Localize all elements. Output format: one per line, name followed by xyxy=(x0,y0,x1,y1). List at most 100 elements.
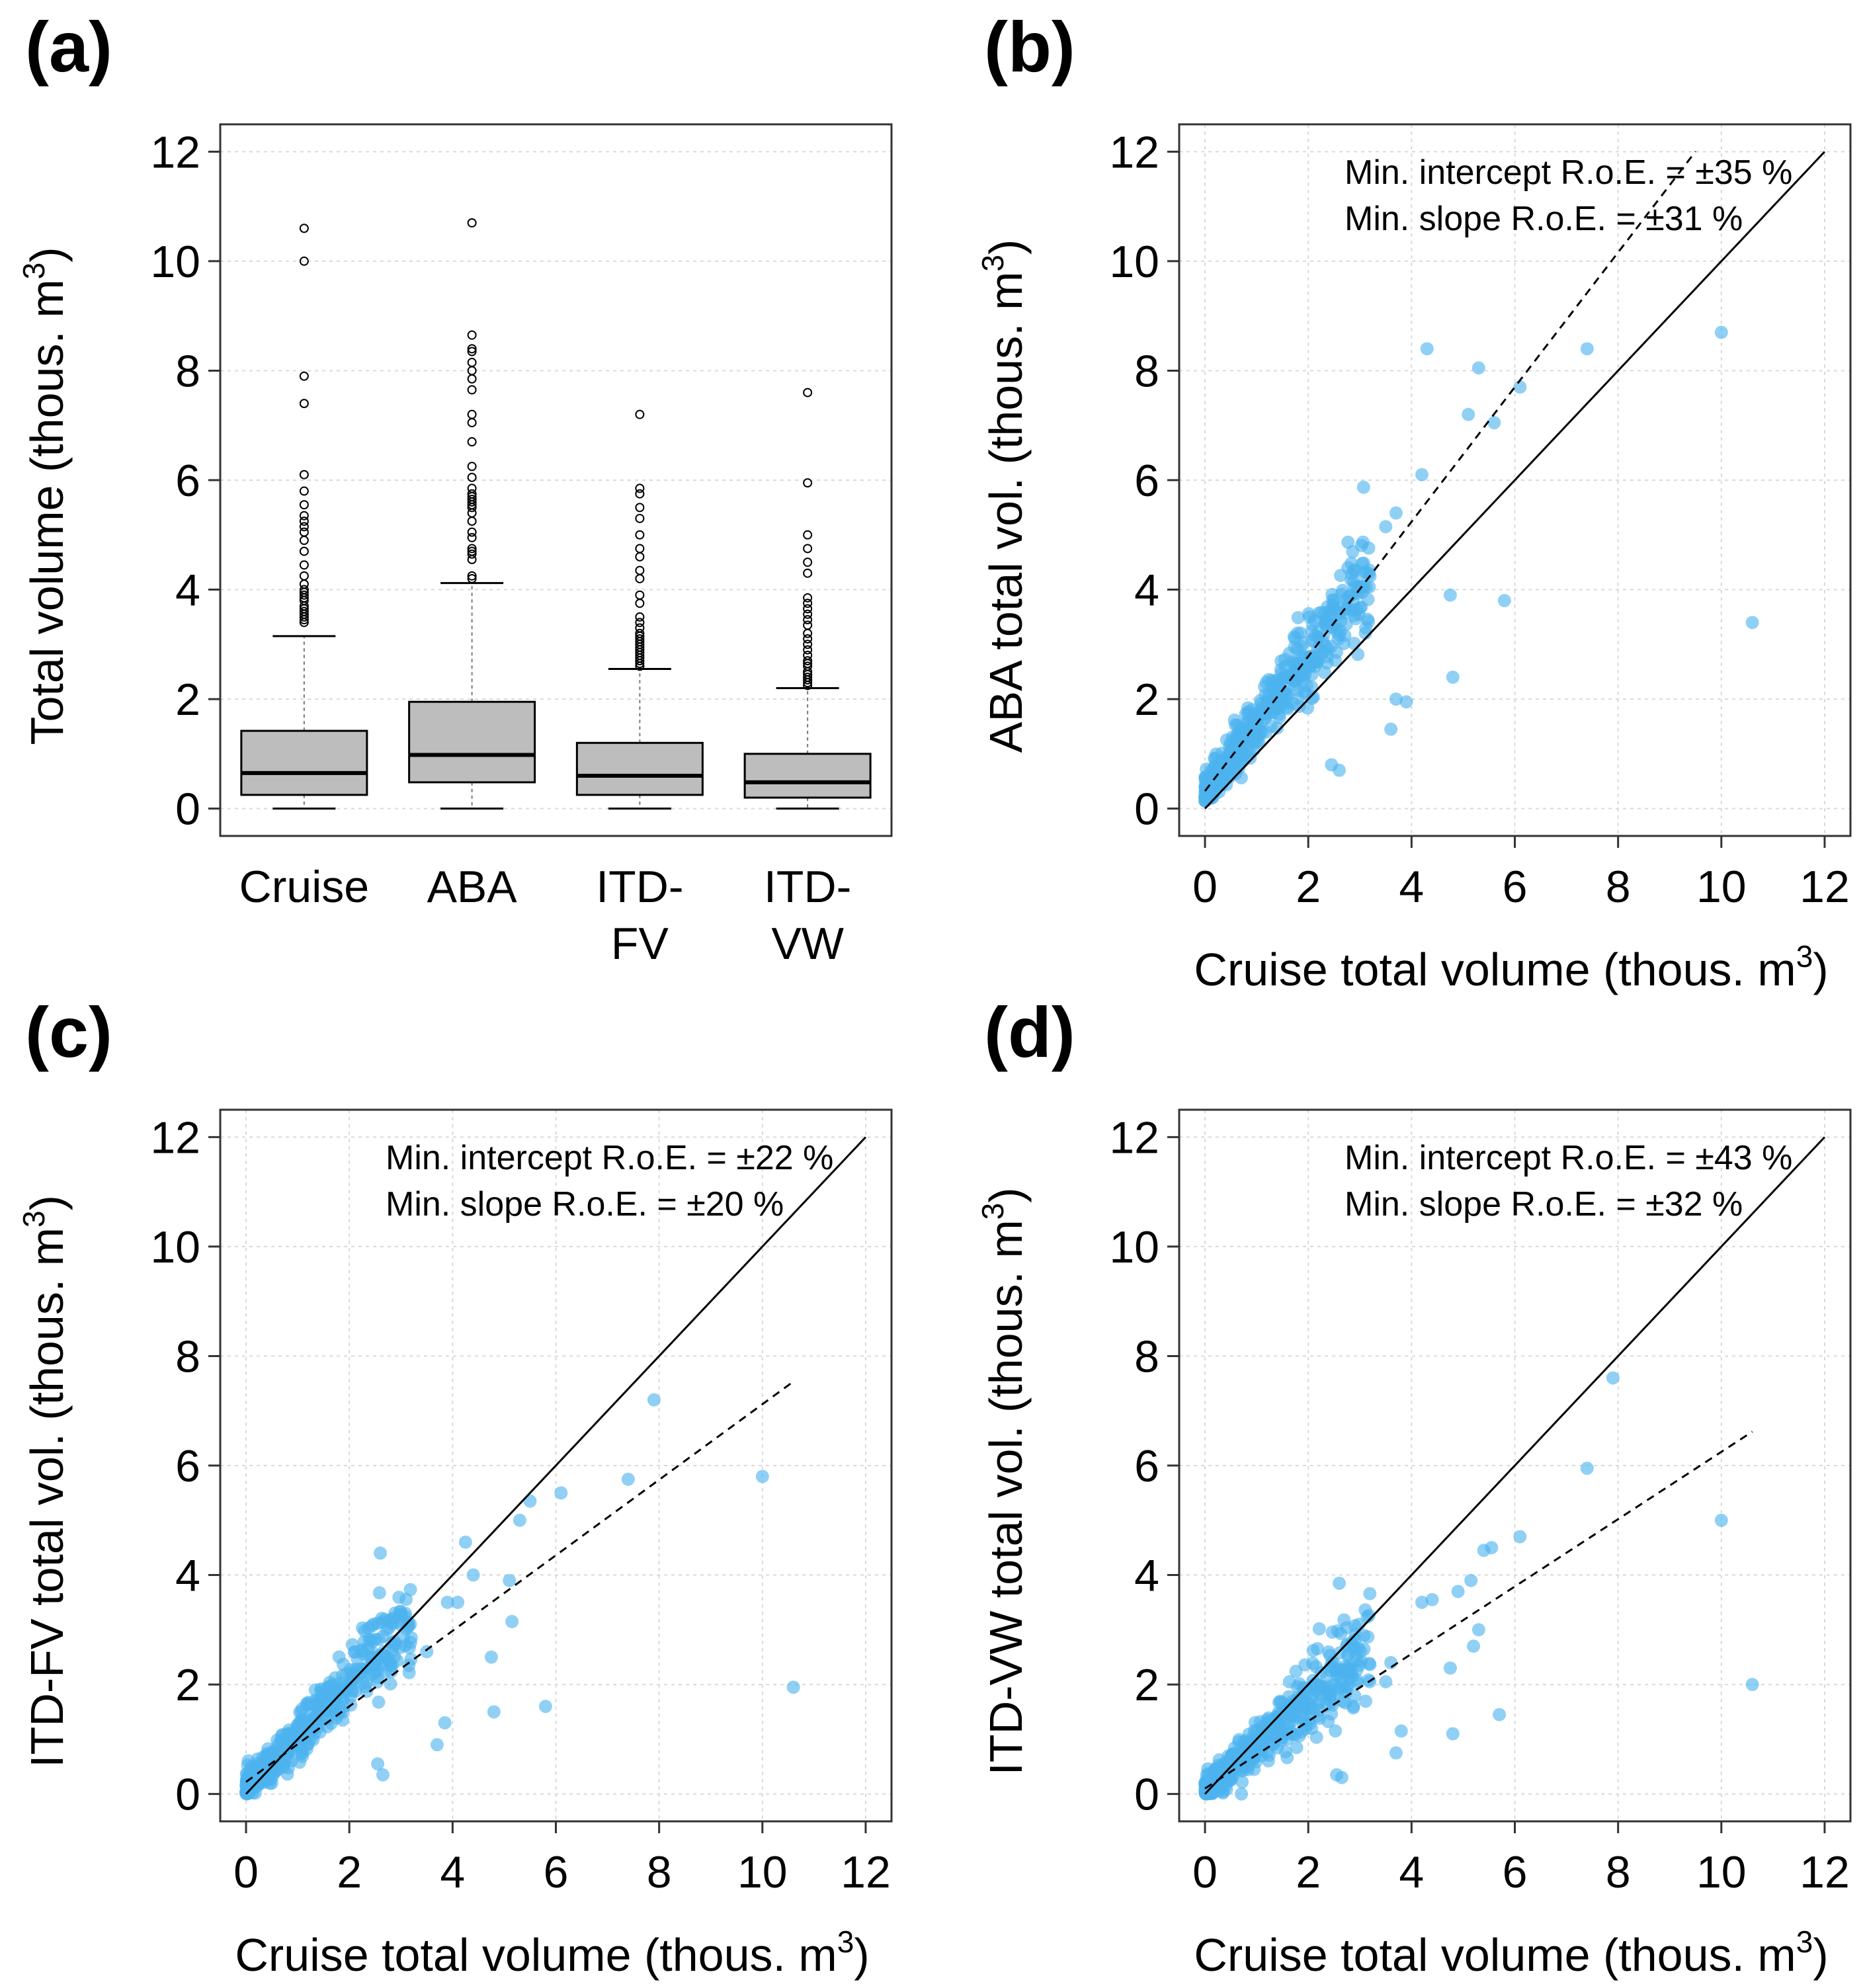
outlier-point xyxy=(299,511,309,520)
box-iqr xyxy=(575,741,704,796)
data-point xyxy=(1384,1655,1398,1669)
annotation-intercept: Min. intercept R.o.E. = ±43 % xyxy=(1345,1139,1792,1177)
outlier-point xyxy=(635,483,645,493)
outlier-point xyxy=(803,568,813,578)
data-point xyxy=(282,1761,296,1775)
data-point xyxy=(1239,1733,1253,1747)
data-point xyxy=(1270,721,1284,735)
x-tick-label: 4 xyxy=(440,1847,465,1897)
outlier-point xyxy=(803,672,813,682)
outlier-point xyxy=(299,470,309,479)
x-category-label: VW xyxy=(771,919,844,969)
outlier-point xyxy=(635,513,645,523)
data-point xyxy=(1425,1593,1439,1606)
outlier-point xyxy=(299,590,309,600)
data-point xyxy=(1471,361,1485,375)
y-tick-label: 8 xyxy=(1134,346,1159,396)
data-point xyxy=(1399,695,1413,709)
outlier-point xyxy=(803,558,813,567)
data-point xyxy=(513,1513,526,1527)
data-point xyxy=(1274,663,1288,677)
y-tick-label: 8 xyxy=(175,1331,200,1382)
outlier-point xyxy=(299,546,309,556)
outlier-point xyxy=(635,489,645,499)
outlier-point xyxy=(635,623,645,633)
x-axis-title-d: Cruise total volume (thous. m3) xyxy=(1194,1925,1828,1981)
x-axis-title-b: Cruise total volume (thous. m3) xyxy=(1194,939,1828,995)
data-point xyxy=(1443,588,1457,602)
data-point xyxy=(1389,506,1403,520)
annotation-intercept: Min. intercept R.o.E. = ±35 % xyxy=(1345,153,1792,192)
y-tick-label: 4 xyxy=(1134,1551,1159,1601)
data-point xyxy=(487,1705,501,1719)
x-tick-label: 10 xyxy=(1696,1847,1747,1897)
y-tick-label: 8 xyxy=(1134,1331,1159,1382)
data-point xyxy=(458,1535,472,1549)
data-point xyxy=(1329,1724,1343,1738)
outlier-point xyxy=(467,347,477,356)
data-point xyxy=(1359,1694,1373,1708)
x-tick-label: 10 xyxy=(737,1847,788,1897)
data-point xyxy=(301,1737,315,1751)
data-point xyxy=(1462,407,1475,421)
scatter-points xyxy=(239,1393,800,1801)
outlier-point xyxy=(299,536,309,546)
y-axis-title-a: Total volume (thous. m3) xyxy=(17,247,73,745)
data-point xyxy=(1311,1709,1325,1723)
data-point xyxy=(1464,1573,1478,1587)
outlier-point xyxy=(635,618,645,628)
outlier-point xyxy=(467,472,477,482)
data-point xyxy=(1493,1708,1507,1721)
x-category-label: ABA xyxy=(427,862,518,912)
panel-label-c: (c) xyxy=(25,992,112,1072)
x-tick-label: 12 xyxy=(841,1847,891,1897)
data-point xyxy=(1222,748,1236,762)
outlier-point xyxy=(467,409,477,419)
x-tick-label: 2 xyxy=(337,1847,362,1897)
box-iqr xyxy=(408,700,536,784)
data-point xyxy=(1467,1639,1481,1653)
data-point xyxy=(354,1644,368,1658)
data-point xyxy=(1606,1371,1620,1385)
x-tick-label: 0 xyxy=(1192,862,1218,912)
data-point xyxy=(1415,1595,1429,1609)
outlier-point xyxy=(467,494,477,504)
data-point xyxy=(1580,342,1594,356)
data-point xyxy=(1580,1462,1594,1475)
data-point xyxy=(1306,1643,1320,1657)
fit-line xyxy=(1204,151,1696,792)
outlier-point xyxy=(467,330,477,340)
data-point xyxy=(1485,1541,1499,1555)
outlier-point xyxy=(803,640,813,649)
outlier-point xyxy=(635,634,645,644)
y-tick-label: 0 xyxy=(175,1770,200,1820)
y-tick-label: 2 xyxy=(1134,1660,1159,1710)
data-point xyxy=(1354,1654,1368,1668)
y-axis-title-c: ITD-FV total vol. (thous. m3) xyxy=(17,1195,73,1768)
data-point xyxy=(1288,632,1302,645)
outlier-point xyxy=(299,500,309,510)
data-point xyxy=(466,1568,480,1582)
data-point xyxy=(1338,628,1352,642)
x-tick-label: 2 xyxy=(1296,1847,1321,1897)
data-point xyxy=(1513,1530,1527,1544)
fit-line xyxy=(1204,1430,1753,1790)
data-point xyxy=(1325,587,1339,601)
data-point xyxy=(1347,1699,1360,1713)
y-axis-title-b: ABA total vol. (thous. m3) xyxy=(975,239,1032,753)
data-point xyxy=(1306,1657,1319,1671)
data-point xyxy=(1356,480,1370,494)
plot-frame xyxy=(219,1108,893,1823)
outlier-point xyxy=(803,478,813,488)
data-point xyxy=(1356,535,1370,549)
outlier-point xyxy=(803,544,813,554)
data-point xyxy=(1446,670,1460,684)
data-point xyxy=(1321,610,1335,624)
y-tick-label: 12 xyxy=(1109,127,1159,177)
outlier-point xyxy=(299,399,309,409)
data-point xyxy=(1242,714,1256,727)
outlier-point xyxy=(635,503,645,513)
outlier-point xyxy=(635,599,645,608)
outlier-point xyxy=(467,385,477,395)
annotation-slope: Min. slope R.o.E. = ±31 % xyxy=(1345,200,1743,238)
